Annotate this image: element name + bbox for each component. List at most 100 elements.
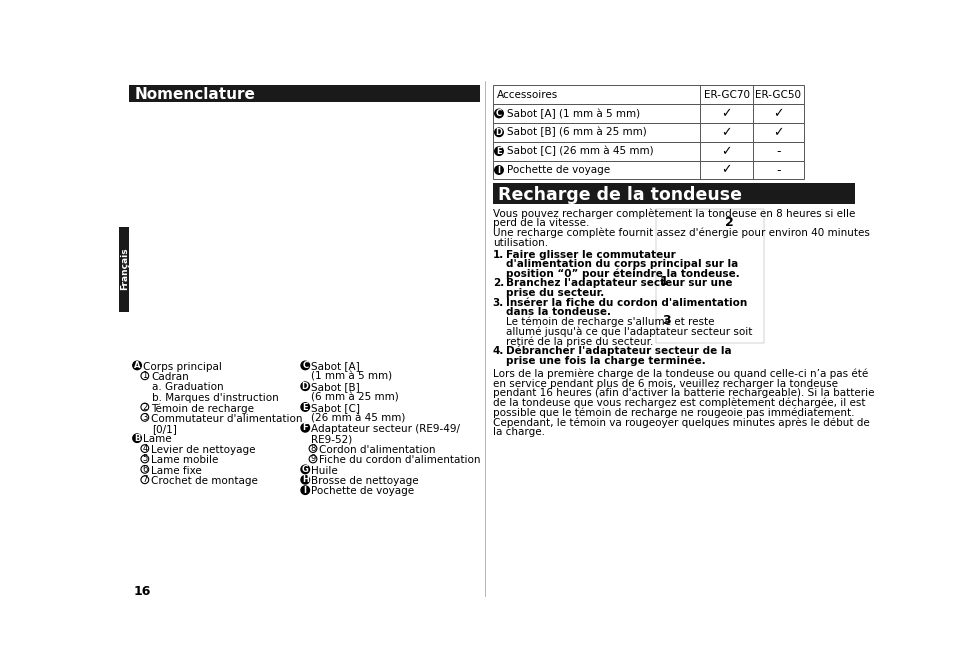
- Bar: [493, 183, 854, 204]
- Text: Sabot [A] (1 mm à 5 mm): Sabot [A] (1 mm à 5 mm): [506, 108, 639, 119]
- Text: dans la tondeuse.: dans la tondeuse.: [505, 307, 610, 317]
- Text: 4.: 4.: [493, 346, 503, 356]
- Text: 5: 5: [142, 454, 148, 464]
- Text: Fiche du cordon d'alimentation: Fiche du cordon d'alimentation: [319, 455, 480, 465]
- Text: ER-GC70: ER-GC70: [703, 89, 749, 99]
- Text: Sabot [C]: Sabot [C]: [311, 403, 360, 413]
- Circle shape: [495, 147, 503, 156]
- Text: d'alimentation du corps principal sur la: d'alimentation du corps principal sur la: [505, 259, 738, 269]
- Text: C: C: [496, 109, 501, 118]
- Text: E: E: [302, 403, 308, 411]
- Text: perd de la vitesse.: perd de la vitesse.: [493, 218, 589, 228]
- Text: 7: 7: [142, 475, 148, 484]
- Bar: [493, 142, 802, 160]
- Text: C: C: [302, 361, 308, 370]
- Text: F: F: [302, 423, 308, 432]
- Text: Lame mobile: Lame mobile: [151, 455, 218, 465]
- Text: Français: Français: [120, 248, 129, 291]
- Text: utilisation.: utilisation.: [493, 238, 547, 248]
- Text: D: D: [495, 127, 502, 137]
- Text: 9: 9: [310, 454, 315, 464]
- Text: Pochette de voyage: Pochette de voyage: [506, 165, 609, 175]
- Circle shape: [301, 382, 309, 391]
- Text: de la tondeuse que vous rechargez est complètement déchargée, il est: de la tondeuse que vous rechargez est co…: [493, 398, 864, 408]
- Text: retiré de la prise du secteur.: retiré de la prise du secteur.: [505, 336, 653, 347]
- Text: 16: 16: [133, 585, 151, 598]
- Circle shape: [301, 403, 309, 411]
- Text: Débrancher l'adaptateur secteur de la: Débrancher l'adaptateur secteur de la: [505, 346, 731, 356]
- Text: Accessoires: Accessoires: [497, 89, 558, 99]
- Text: (1 mm à 5 mm): (1 mm à 5 mm): [311, 372, 392, 382]
- Bar: [493, 160, 802, 179]
- Text: Adaptateur secteur (RE9-49/: Adaptateur secteur (RE9-49/: [311, 424, 460, 434]
- Text: 3.: 3.: [493, 298, 503, 308]
- Circle shape: [301, 476, 309, 484]
- Text: Levier de nettoyage: Levier de nettoyage: [151, 445, 255, 455]
- Text: 2: 2: [724, 216, 733, 229]
- Text: a. Graduation: a. Graduation: [152, 382, 223, 393]
- Text: la charge.: la charge.: [493, 427, 544, 437]
- Text: pendant 16 heures (afin d'activer la batterie rechargeable). Si la batterie: pendant 16 heures (afin d'activer la bat…: [493, 388, 873, 398]
- Text: Crochet de montage: Crochet de montage: [151, 476, 257, 486]
- Bar: [119, 227, 130, 311]
- Text: Insérer la fiche du cordon d'alimentation: Insérer la fiche du cordon d'alimentatio…: [505, 298, 746, 308]
- Text: Pochette de voyage: Pochette de voyage: [311, 486, 415, 497]
- Text: ✓: ✓: [720, 145, 731, 158]
- Text: B: B: [133, 433, 140, 443]
- Text: 4: 4: [142, 444, 148, 453]
- Text: Nomenclature: Nomenclature: [134, 87, 255, 102]
- Text: 2.: 2.: [493, 278, 503, 289]
- Circle shape: [301, 423, 309, 432]
- Text: 8: 8: [310, 444, 315, 453]
- Text: ✓: ✓: [772, 107, 782, 120]
- Text: -: -: [776, 145, 780, 158]
- Text: 1.: 1.: [493, 250, 503, 260]
- Circle shape: [495, 128, 503, 136]
- Text: G: G: [301, 465, 309, 474]
- Text: 3: 3: [661, 314, 670, 327]
- Circle shape: [132, 361, 141, 370]
- Text: ER-GC50: ER-GC50: [755, 89, 801, 99]
- Circle shape: [301, 361, 309, 370]
- Text: position “0” pour éteindre la tondeuse.: position “0” pour éteindre la tondeuse.: [505, 269, 739, 279]
- Circle shape: [132, 434, 141, 442]
- Text: (6 mm à 25 mm): (6 mm à 25 mm): [311, 393, 398, 403]
- Text: ✓: ✓: [720, 107, 731, 120]
- Text: RE9-52): RE9-52): [311, 434, 352, 444]
- Text: Brosse de nettoyage: Brosse de nettoyage: [311, 476, 418, 486]
- Text: Lame fixe: Lame fixe: [151, 466, 202, 476]
- Text: prise du secteur.: prise du secteur.: [505, 288, 603, 298]
- Text: Cordon d'alimentation: Cordon d'alimentation: [319, 445, 436, 455]
- Text: -: -: [776, 164, 780, 176]
- Text: Commutateur d'alimentation: Commutateur d'alimentation: [151, 413, 302, 423]
- Text: allumé jusqu'à ce que l'adaptateur secteur soit: allumé jusqu'à ce que l'adaptateur secte…: [505, 327, 752, 337]
- Text: Une recharge complète fournit assez d'énergie pour environ 40 minutes: Une recharge complète fournit assez d'én…: [493, 228, 869, 238]
- Text: Le témoin de recharge s'allume et reste: Le témoin de recharge s'allume et reste: [505, 317, 714, 327]
- Text: I: I: [303, 486, 307, 495]
- Text: b. Marques d'instruction: b. Marques d'instruction: [152, 393, 278, 403]
- Text: 6: 6: [142, 465, 148, 474]
- Bar: [130, 85, 479, 102]
- Text: D: D: [301, 382, 309, 391]
- Circle shape: [301, 486, 309, 495]
- Text: Lame: Lame: [143, 434, 172, 444]
- Text: 1: 1: [659, 275, 667, 289]
- Text: possible que le témoin de recharge ne rougeoie pas immédiatement.: possible que le témoin de recharge ne ro…: [493, 407, 853, 418]
- Text: Huile: Huile: [311, 466, 338, 476]
- Text: Sabot [C] (26 mm à 45 mm): Sabot [C] (26 mm à 45 mm): [506, 146, 653, 156]
- Circle shape: [495, 166, 503, 174]
- Text: Vous pouvez recharger complètement la tondeuse en 8 heures si elle: Vous pouvez recharger complètement la to…: [493, 209, 854, 219]
- Text: Recharge de la tondeuse: Recharge de la tondeuse: [497, 187, 741, 205]
- Text: A: A: [133, 361, 140, 370]
- Text: en service pendant plus de 6 mois, veuillez recharger la tondeuse: en service pendant plus de 6 mois, veuil…: [493, 378, 837, 389]
- Text: Faire glisser le commutateur: Faire glisser le commutateur: [505, 250, 675, 260]
- Text: 1: 1: [142, 371, 148, 380]
- Text: ✓: ✓: [720, 125, 731, 139]
- Bar: [493, 123, 802, 142]
- Bar: [655, 209, 763, 344]
- Text: Sabot [B]: Sabot [B]: [311, 382, 360, 393]
- Text: I: I: [497, 166, 500, 174]
- Circle shape: [495, 109, 503, 117]
- Text: Lors de la première charge de la tondeuse ou quand celle-ci n’a pas été: Lors de la première charge de la tondeus…: [493, 369, 867, 379]
- Text: 2: 2: [142, 403, 148, 411]
